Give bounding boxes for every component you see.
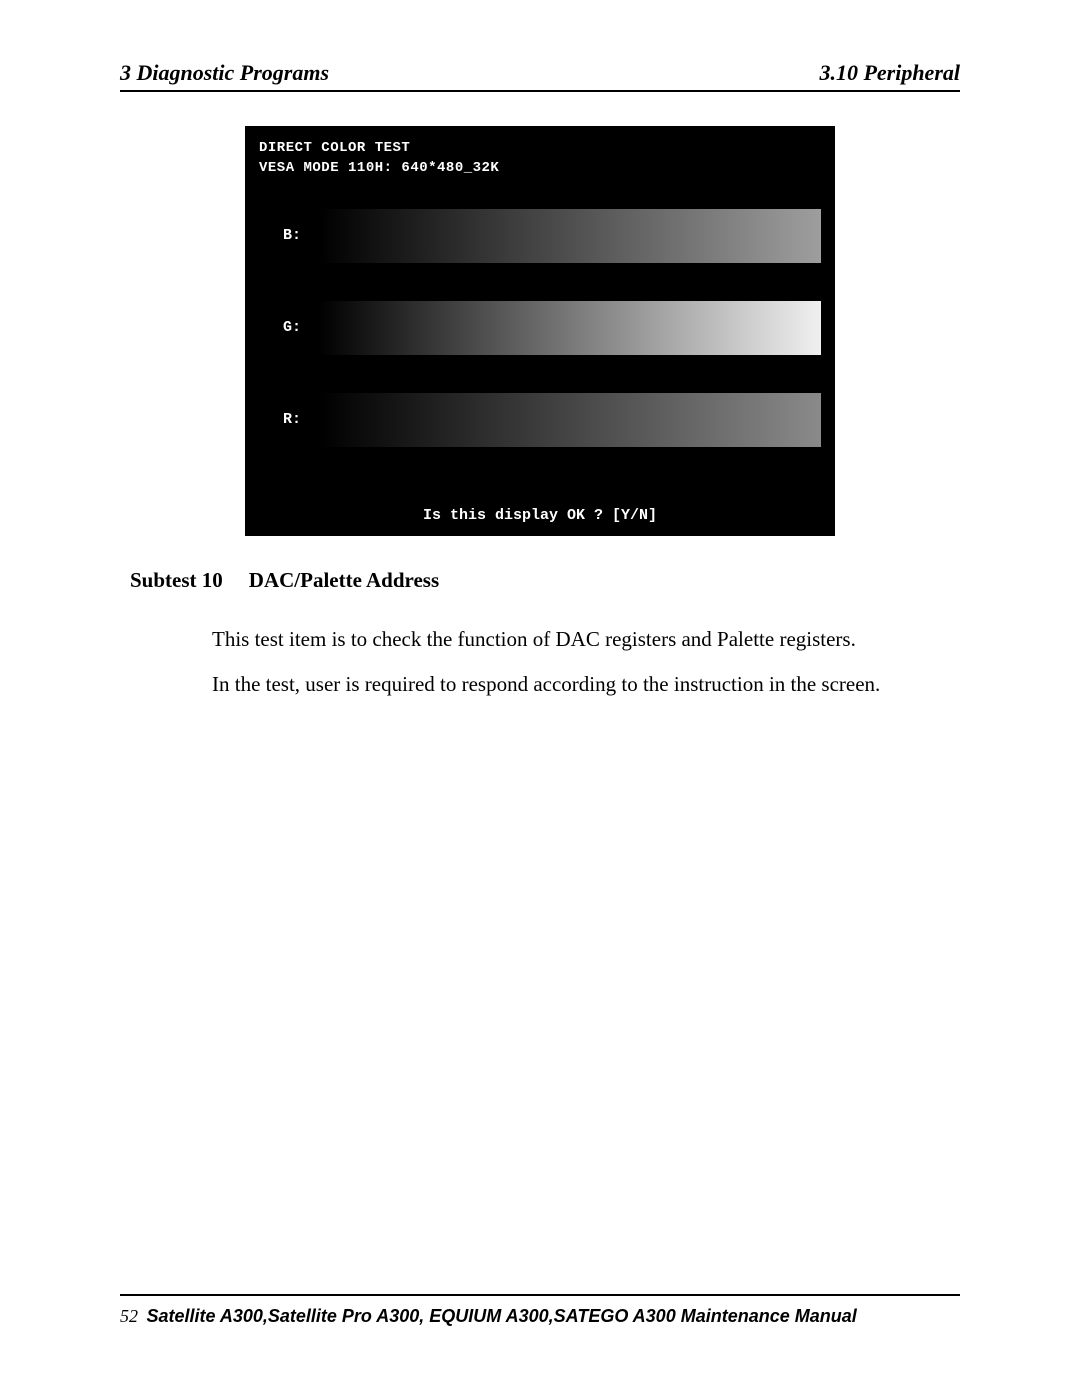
footer-text: 52 Satellite A300,Satellite Pro A300, EQ… bbox=[120, 1306, 960, 1327]
color-label-b: B: bbox=[259, 227, 319, 244]
color-bars: B: G: R: bbox=[259, 209, 821, 447]
screenshot-title-line2: VESA MODE 110H: 640*480_32K bbox=[259, 158, 821, 178]
manual-title: Satellite A300,Satellite Pro A300, EQUIU… bbox=[147, 1306, 857, 1326]
page-number: 52 bbox=[120, 1306, 138, 1326]
gradient-bar-b bbox=[319, 209, 821, 263]
color-label-g: G: bbox=[259, 319, 319, 336]
header-right: 3.10 Peripheral bbox=[819, 60, 960, 86]
body-paragraph: This test item is to check the function … bbox=[212, 621, 952, 658]
page-header: 3 Diagnostic Programs 3.10 Peripheral bbox=[120, 60, 960, 92]
screenshot-prompt: Is this display OK ? [Y/N] bbox=[245, 507, 835, 524]
page: 3 Diagnostic Programs 3.10 Peripheral DI… bbox=[0, 0, 1080, 1397]
color-row-b: B: bbox=[259, 209, 821, 263]
color-row-r: R: bbox=[259, 393, 821, 447]
gradient-fill-r bbox=[319, 393, 821, 447]
gradient-fill-b bbox=[319, 209, 821, 263]
diagnostic-screenshot: DIRECT COLOR TEST VESA MODE 110H: 640*48… bbox=[245, 126, 835, 536]
footer-rule bbox=[120, 1294, 960, 1296]
screenshot-title-line1: DIRECT COLOR TEST bbox=[259, 138, 821, 158]
subtest-label: Subtest 10 bbox=[130, 568, 223, 593]
screenshot-title: DIRECT COLOR TEST VESA MODE 110H: 640*48… bbox=[259, 138, 821, 179]
body-paragraph: In the test, user is required to respond… bbox=[212, 666, 952, 703]
color-label-r: R: bbox=[259, 411, 319, 428]
page-footer: 52 Satellite A300,Satellite Pro A300, EQ… bbox=[120, 1294, 960, 1327]
gradient-bar-r bbox=[319, 393, 821, 447]
subtest-heading: Subtest 10 DAC/Palette Address bbox=[130, 568, 960, 593]
header-left: 3 Diagnostic Programs bbox=[120, 60, 329, 86]
gradient-fill-g bbox=[319, 301, 821, 355]
body-text: This test item is to check the function … bbox=[212, 621, 952, 703]
color-row-g: G: bbox=[259, 301, 821, 355]
gradient-bar-g bbox=[319, 301, 821, 355]
subtest-title: DAC/Palette Address bbox=[249, 568, 439, 593]
